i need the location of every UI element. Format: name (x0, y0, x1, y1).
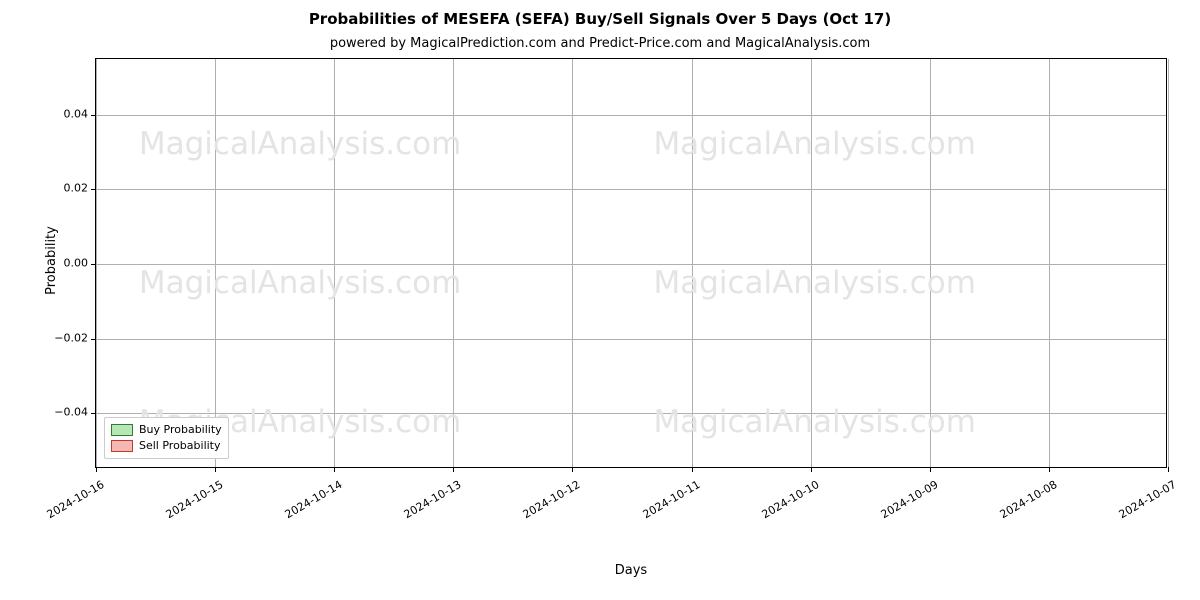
plot-area: MagicalAnalysis.com MagicalAnalysis.com Ma… (95, 58, 1167, 468)
legend: Buy ProbabilitySell Probability (104, 417, 229, 459)
legend-label: Buy Probability (139, 422, 222, 438)
tick-mark-x (215, 467, 216, 472)
gridline-vertical (334, 59, 335, 467)
tick-mark-y (91, 413, 96, 414)
gridline-vertical (811, 59, 812, 467)
legend-swatch (111, 424, 133, 436)
gridline-vertical (215, 59, 216, 467)
y-tick-label: −0.02 (43, 331, 88, 344)
watermark-text: MagicalAnalysis.com (139, 126, 461, 162)
gridline-horizontal (96, 413, 1166, 414)
tick-mark-x (811, 467, 812, 472)
watermark-text: MagicalAnalysis.com (653, 265, 975, 301)
chart-title: Probabilities of MESEFA (SEFA) Buy/Sell … (0, 10, 1200, 28)
tick-mark-y (91, 264, 96, 265)
legend-label: Sell Probability (139, 438, 221, 454)
y-tick-label: −0.04 (43, 406, 88, 419)
tick-mark-x (930, 467, 931, 472)
gridline-vertical (453, 59, 454, 467)
legend-item: Sell Probability (111, 438, 222, 454)
tick-mark-x (692, 467, 693, 472)
legend-item: Buy Probability (111, 422, 222, 438)
chart-subtitle: powered by MagicalPrediction.com and Pre… (0, 36, 1200, 51)
tick-mark-y (91, 189, 96, 190)
chart-container: Probabilities of MESEFA (SEFA) Buy/Sell … (0, 0, 1200, 600)
gridline-horizontal (96, 189, 1166, 190)
x-tick-label: 2024-10-16 (35, 478, 106, 527)
gridline-vertical (572, 59, 573, 467)
gridline-vertical (692, 59, 693, 467)
gridline-vertical (96, 59, 97, 467)
y-tick-label: 0.02 (43, 182, 88, 195)
x-tick-label: 2024-10-13 (392, 478, 463, 527)
y-tick-label: 0.00 (43, 257, 88, 270)
x-tick-label: 2024-10-11 (631, 478, 702, 527)
x-tick-label: 2024-10-10 (750, 478, 821, 527)
legend-swatch (111, 440, 133, 452)
gridline-horizontal (96, 115, 1166, 116)
x-tick-label: 2024-10-15 (154, 478, 225, 527)
watermark-text: MagicalAnalysis.com (653, 404, 975, 440)
tick-mark-x (572, 467, 573, 472)
x-tick-label: 2024-10-09 (869, 478, 940, 527)
x-tick-label: 2024-10-08 (988, 478, 1059, 527)
x-tick-label: 2024-10-14 (273, 478, 344, 527)
gridline-vertical (930, 59, 931, 467)
gridline-horizontal (96, 339, 1166, 340)
x-tick-label: 2024-10-07 (1107, 478, 1178, 527)
gridline-vertical (1168, 59, 1169, 467)
x-tick-label: 2024-10-12 (511, 478, 582, 527)
watermark-text: MagicalAnalysis.com (653, 126, 975, 162)
gridline-vertical (1049, 59, 1050, 467)
tick-mark-x (96, 467, 97, 472)
tick-mark-x (1049, 467, 1050, 472)
tick-mark-x (453, 467, 454, 472)
tick-mark-y (91, 115, 96, 116)
y-tick-label: 0.04 (43, 107, 88, 120)
x-axis-label: Days (95, 563, 1167, 578)
watermark-text: MagicalAnalysis.com (139, 265, 461, 301)
tick-mark-x (1168, 467, 1169, 472)
tick-mark-x (334, 467, 335, 472)
tick-mark-y (91, 339, 96, 340)
gridline-horizontal (96, 264, 1166, 265)
